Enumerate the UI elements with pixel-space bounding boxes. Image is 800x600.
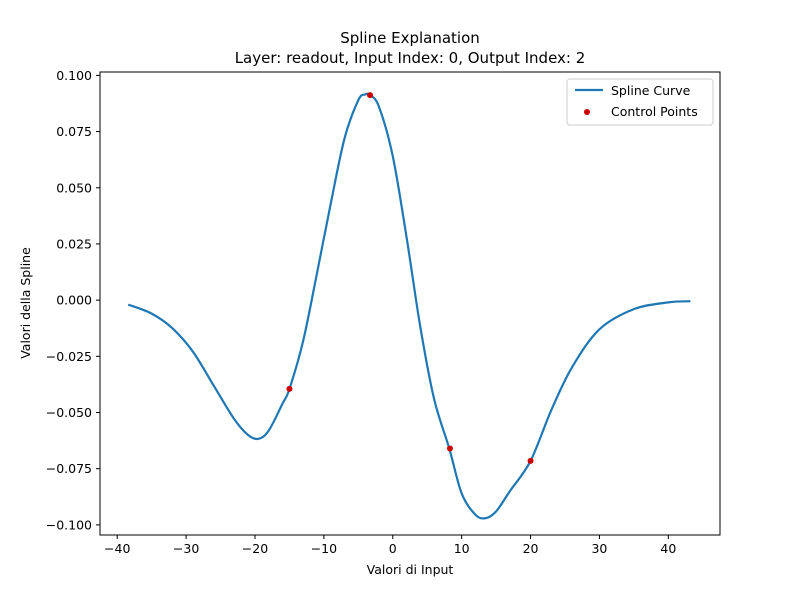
control-point bbox=[527, 457, 534, 464]
legend-label-spline-curve: Spline Curve bbox=[611, 83, 691, 98]
x-tick-label: −20 bbox=[242, 541, 268, 556]
y-tick-label: −0.025 bbox=[46, 349, 92, 364]
x-tick-label: 30 bbox=[591, 541, 607, 556]
x-tick-label: 0 bbox=[389, 541, 397, 556]
axis-ticks: −40 −30 −20 −10 0 10 20 30 40 −0.100 −0.075 −0.050 −… bbox=[46, 68, 677, 556]
y-tick-label: 0.000 bbox=[56, 293, 92, 308]
control-point bbox=[446, 445, 453, 452]
control-point bbox=[367, 92, 374, 99]
series-line-spline-curve bbox=[127, 92, 691, 520]
chart-title: Spline Explanation bbox=[340, 29, 480, 47]
legend: Spline Curve Control Points bbox=[566, 78, 714, 126]
y-axis-label: Valori della Spline bbox=[18, 247, 33, 359]
x-tick-label: −30 bbox=[173, 541, 199, 556]
chart-subtitle: Layer: readout, Input Index: 0, Output I… bbox=[235, 49, 586, 67]
x-tick-label: 20 bbox=[523, 541, 539, 556]
x-tick-label: 10 bbox=[454, 541, 470, 556]
y-tick-label: −0.100 bbox=[46, 517, 92, 532]
x-axis-label: Valori di Input bbox=[367, 562, 454, 577]
plot-area bbox=[99, 71, 721, 536]
legend-label-control-points: Control Points bbox=[611, 104, 698, 119]
y-tick-label: 0.025 bbox=[56, 236, 92, 251]
y-tick-label: 0.050 bbox=[56, 180, 92, 195]
axes-frame bbox=[99, 71, 721, 536]
legend-point-swatch bbox=[584, 109, 590, 115]
y-tick-label: 0.075 bbox=[56, 124, 92, 139]
x-tick-label: 40 bbox=[660, 541, 676, 556]
y-tick-label: 0.100 bbox=[56, 68, 92, 83]
control-point bbox=[286, 385, 293, 392]
x-tick-label: −10 bbox=[311, 541, 337, 556]
y-tick-label: −0.075 bbox=[46, 461, 92, 476]
y-tick-label: −0.050 bbox=[46, 405, 92, 420]
x-tick-label: −40 bbox=[104, 541, 130, 556]
legend-box bbox=[566, 78, 714, 126]
